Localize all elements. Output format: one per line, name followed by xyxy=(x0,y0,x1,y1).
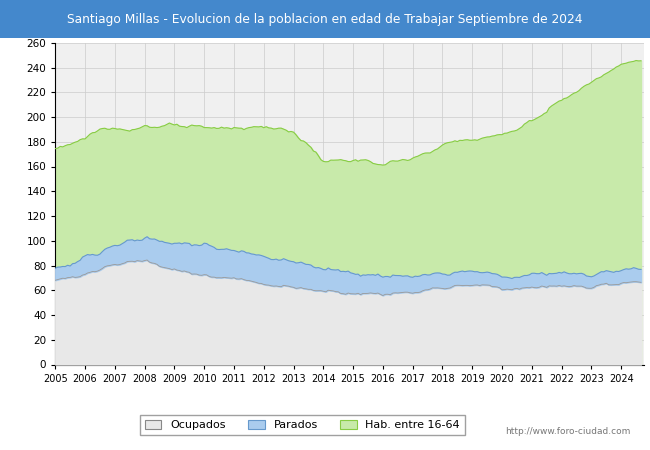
Legend: Ocupados, Parados, Hab. entre 16-64: Ocupados, Parados, Hab. entre 16-64 xyxy=(140,415,465,435)
Text: http://www.foro-ciudad.com: http://www.foro-ciudad.com xyxy=(505,428,630,436)
Text: Santiago Millas - Evolucion de la poblacion en edad de Trabajar Septiembre de 20: Santiago Millas - Evolucion de la poblac… xyxy=(67,13,583,26)
